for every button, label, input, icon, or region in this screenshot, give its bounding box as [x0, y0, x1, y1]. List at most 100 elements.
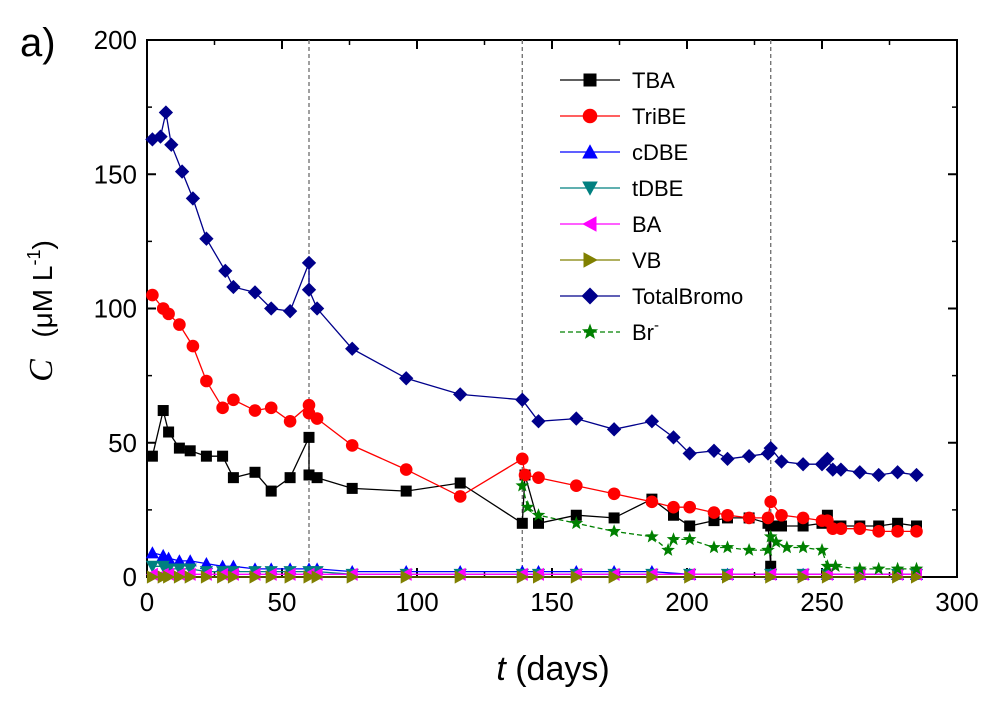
- data-point: [644, 414, 660, 429]
- data-point: [173, 442, 185, 454]
- data-point: [532, 471, 545, 484]
- data-point: [283, 414, 297, 428]
- data-point: [145, 560, 159, 573]
- data-point: [821, 570, 834, 584]
- y-axis-variable: C: [23, 359, 60, 382]
- legend-label-main: TotalBromo: [632, 284, 743, 309]
- series-totalbromo: [145, 105, 924, 483]
- data-point: [666, 430, 681, 445]
- data-point: [163, 570, 176, 584]
- data-point: [569, 516, 584, 530]
- data-point: [797, 520, 809, 532]
- data-point: [682, 532, 697, 546]
- data-point: [284, 570, 297, 584]
- legend-label: tDBE: [632, 176, 683, 201]
- data-point: [248, 404, 262, 417]
- data-point: [834, 522, 848, 535]
- data-point: [828, 559, 843, 573]
- data-point: [217, 450, 229, 462]
- data-point: [646, 570, 659, 584]
- x-tick-label: 150: [530, 587, 573, 617]
- data-point: [668, 509, 679, 521]
- legend-marker: [582, 108, 598, 124]
- data-point: [345, 439, 359, 452]
- legend-label: VB: [632, 248, 661, 273]
- data-point: [742, 543, 756, 556]
- data-point: [765, 560, 777, 572]
- data-point: [227, 393, 240, 407]
- legend-marker: [581, 287, 599, 305]
- data-point: [820, 559, 835, 573]
- legend-marker: [582, 144, 598, 159]
- legend-label-main: tDBE: [632, 176, 683, 201]
- data-point: [454, 570, 467, 584]
- data-point: [218, 263, 233, 279]
- data-point: [775, 508, 788, 522]
- data-point: [909, 467, 924, 483]
- data-point: [853, 522, 867, 535]
- data-point: [199, 556, 213, 570]
- data-point: [183, 563, 197, 576]
- data-point: [890, 561, 905, 575]
- legend-item: TBA: [560, 68, 675, 93]
- data-point: [645, 495, 659, 509]
- data-point: [345, 341, 360, 356]
- data-point: [400, 485, 412, 497]
- data-point: [607, 487, 621, 501]
- x-tick-label: 200: [665, 587, 708, 617]
- x-tick-label: 100: [395, 587, 438, 617]
- data-point: [183, 554, 197, 567]
- data-point: [796, 511, 810, 525]
- y-axis-unit-pre: (μM L: [27, 266, 58, 338]
- data-point: [909, 561, 924, 575]
- data-point: [172, 554, 186, 567]
- data-point: [173, 570, 186, 584]
- data-point: [303, 570, 316, 584]
- data-point: [346, 482, 358, 494]
- data-point: [303, 469, 315, 481]
- data-point: [249, 466, 261, 478]
- data-point: [163, 426, 175, 438]
- data-point: [797, 570, 810, 584]
- data-point: [682, 446, 697, 461]
- legend-label-main: TriBE: [632, 104, 686, 129]
- data-point: [742, 511, 756, 525]
- data-point: [173, 318, 186, 331]
- data-point: [570, 570, 583, 584]
- data-point: [531, 414, 546, 429]
- data-point: [184, 445, 196, 457]
- data-point: [764, 495, 777, 509]
- data-point: [227, 472, 239, 484]
- data-point: [645, 529, 659, 543]
- data-point: [301, 282, 317, 297]
- data-point: [707, 506, 721, 519]
- legend-label-main: BA: [632, 212, 662, 237]
- data-point: [516, 452, 529, 466]
- data-point: [570, 479, 583, 493]
- data-point: [765, 570, 778, 584]
- data-point: [892, 570, 905, 584]
- data-point: [247, 285, 263, 300]
- data-point: [515, 478, 530, 492]
- data-point: [301, 255, 317, 271]
- data-point: [227, 570, 240, 584]
- data-point: [303, 431, 315, 443]
- y-axis-title-group: C (μM L-1): [23, 240, 60, 382]
- data-point: [833, 462, 849, 477]
- data-point: [776, 520, 787, 532]
- legend-marker: [583, 73, 597, 87]
- x-tick-label: 300: [935, 587, 978, 617]
- data-point: [265, 485, 277, 497]
- data-point: [683, 500, 696, 514]
- y-tick-label: 0: [123, 562, 137, 592]
- legend-item: cDBE: [560, 140, 688, 165]
- series-tribe: [146, 288, 923, 538]
- data-point: [769, 534, 783, 548]
- data-point: [533, 517, 544, 529]
- data-point: [666, 532, 681, 546]
- data-point: [146, 288, 159, 302]
- data-point: [890, 465, 905, 480]
- x-tick-label: 50: [268, 587, 297, 617]
- data-point: [146, 450, 158, 462]
- legend-label: TBA: [632, 68, 675, 93]
